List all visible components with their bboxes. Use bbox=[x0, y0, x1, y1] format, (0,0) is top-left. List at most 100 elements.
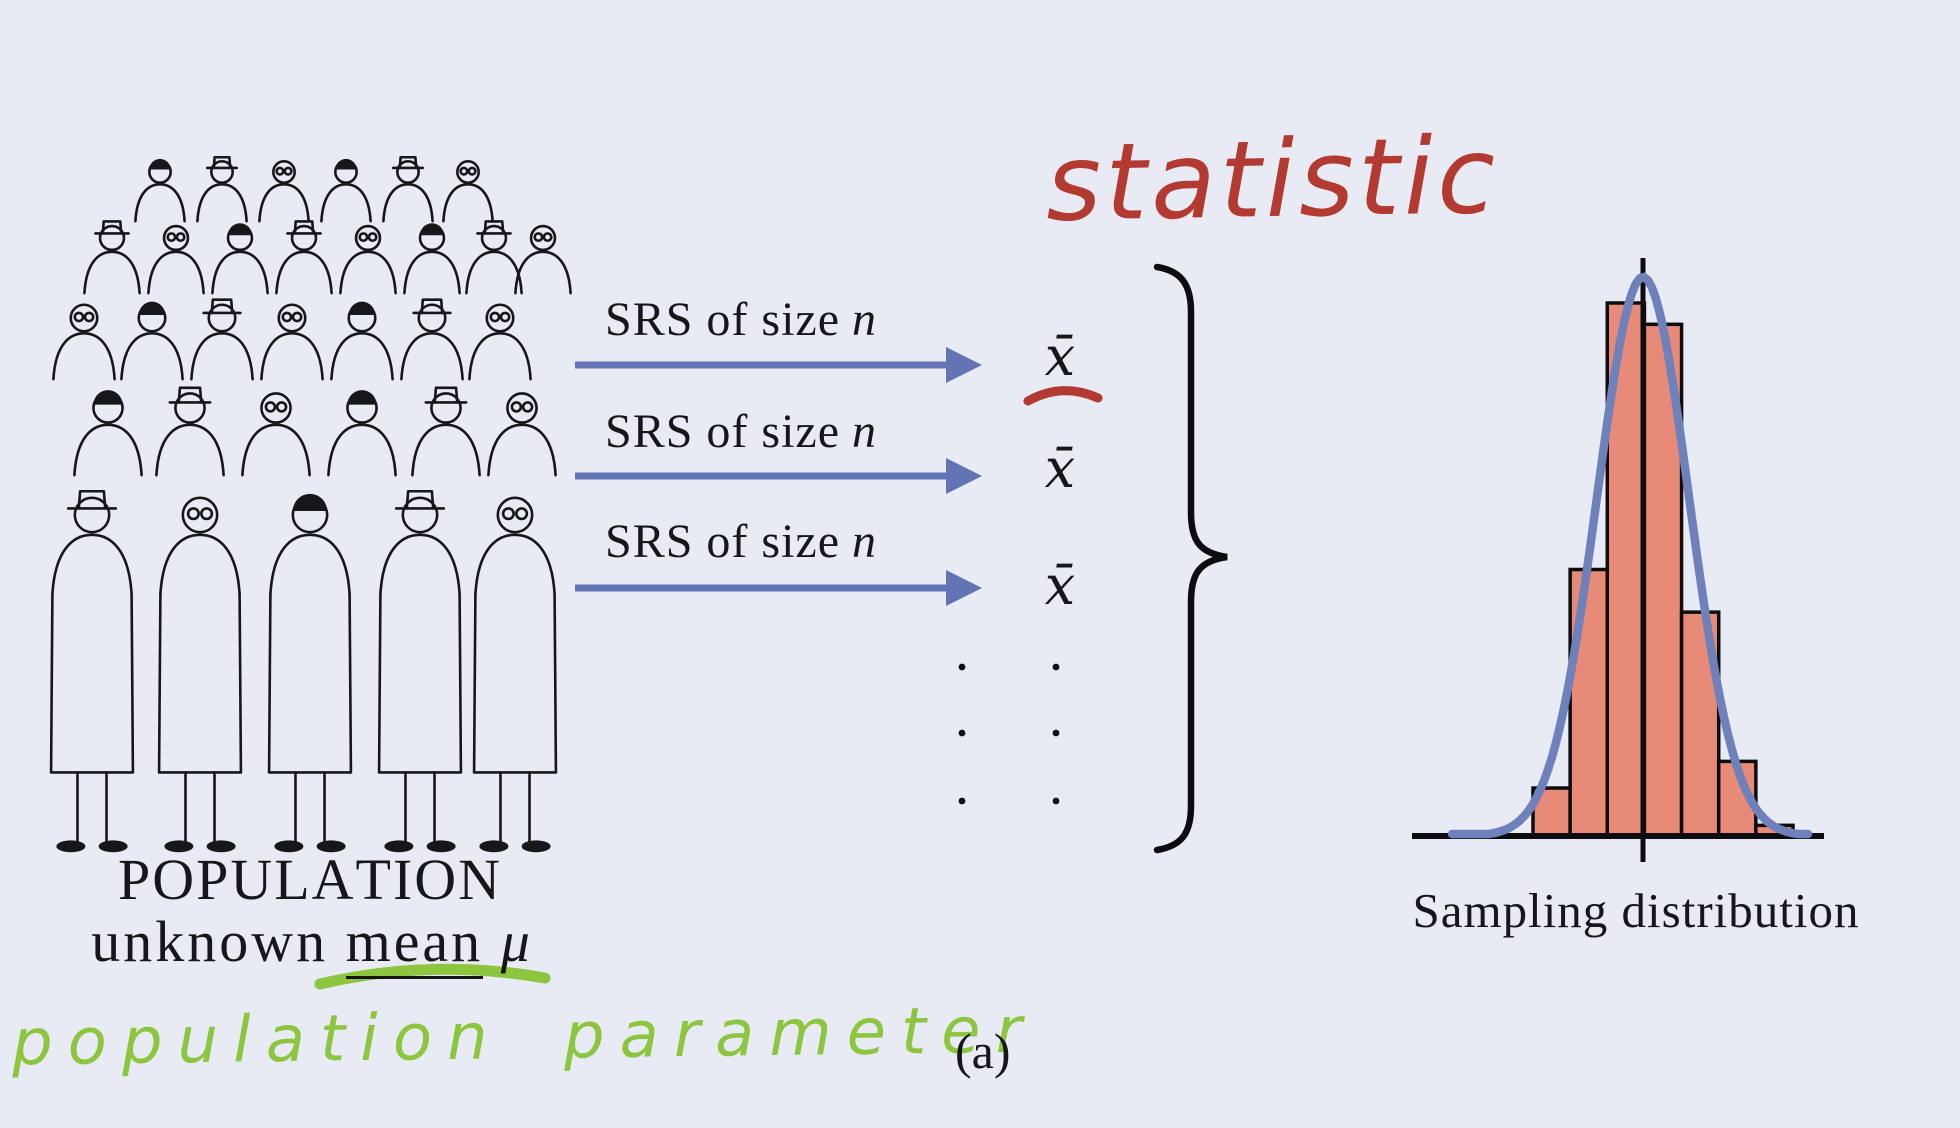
person-shoulders bbox=[120, 332, 184, 381]
person-hair bbox=[420, 223, 444, 236]
person-head bbox=[73, 496, 111, 534]
glasses bbox=[358, 232, 369, 243]
person-legs bbox=[404, 771, 436, 844]
glasses bbox=[515, 507, 529, 521]
glasses bbox=[186, 507, 200, 521]
person-shoulders bbox=[400, 332, 464, 381]
hat-crown bbox=[483, 220, 505, 235]
population-title: POPULATION bbox=[117, 847, 503, 912]
person-head bbox=[69, 303, 99, 333]
sampling-distribution-label: Sampling distribution bbox=[1412, 883, 1860, 938]
person-head bbox=[430, 392, 462, 424]
glasses bbox=[542, 232, 553, 243]
srs-label-3: SRS of size n bbox=[605, 514, 877, 569]
person-shoe bbox=[98, 840, 128, 853]
person-shoe bbox=[521, 840, 551, 853]
person-head bbox=[506, 392, 538, 424]
histogram-bar bbox=[1568, 567, 1610, 838]
person-shoulders bbox=[258, 183, 310, 223]
person-legs bbox=[294, 771, 326, 844]
person-shoulders bbox=[339, 250, 397, 295]
xbar-statistic-1: x̄ bbox=[1044, 325, 1076, 388]
xbar-emphasis-underline bbox=[1023, 386, 1103, 406]
glasses bbox=[521, 401, 534, 413]
hat-crown bbox=[210, 298, 234, 315]
person-head bbox=[396, 160, 420, 184]
person-shoulders bbox=[379, 533, 461, 596]
person-head bbox=[260, 392, 292, 424]
person-head bbox=[480, 224, 508, 252]
hat-crown bbox=[293, 220, 315, 235]
hat-crown bbox=[405, 489, 435, 510]
glasses bbox=[367, 232, 378, 243]
person-shoe bbox=[206, 840, 236, 853]
person-shoulders bbox=[465, 250, 523, 295]
histogram-bars bbox=[1531, 301, 1795, 838]
ellipsis-dot bbox=[1052, 729, 1060, 737]
person-head bbox=[496, 496, 534, 534]
person-shoulders bbox=[211, 250, 269, 295]
person-shoulders bbox=[241, 423, 311, 477]
person-hair bbox=[93, 390, 123, 405]
srs-arrow-1 bbox=[575, 347, 982, 383]
glasses bbox=[73, 311, 85, 323]
srs-label-2-text: SRS of size bbox=[605, 405, 841, 458]
person-shoulders bbox=[147, 250, 205, 295]
srs-label-1-text: SRS of size bbox=[605, 293, 841, 346]
person-hair bbox=[292, 493, 328, 512]
person-shoulders bbox=[73, 423, 143, 477]
person-head bbox=[456, 160, 480, 184]
person-shoulders bbox=[260, 332, 324, 381]
person-hair bbox=[335, 158, 357, 170]
person-shoe bbox=[426, 840, 456, 853]
person-hair bbox=[228, 223, 252, 236]
person-shoulders bbox=[196, 183, 248, 223]
glasses bbox=[501, 507, 515, 521]
person-shoulders bbox=[468, 332, 532, 381]
person-head bbox=[401, 496, 439, 534]
person-torso bbox=[49, 592, 135, 774]
glasses bbox=[499, 311, 511, 323]
xbar-statistic-3: x̄ bbox=[1044, 554, 1076, 617]
ellipsis-dot bbox=[958, 797, 966, 805]
glasses bbox=[283, 166, 293, 176]
mean-emphasis-arc bbox=[314, 963, 551, 990]
person-shoe bbox=[316, 840, 346, 853]
person-head bbox=[272, 160, 296, 184]
srs-n-symbol-1: n bbox=[852, 293, 878, 346]
glasses bbox=[510, 401, 523, 413]
person-legs bbox=[76, 771, 108, 844]
person-head bbox=[290, 224, 318, 252]
person-shoulders bbox=[52, 332, 116, 381]
srs-label-1: SRS of size n bbox=[605, 292, 877, 347]
ellipsis-dot bbox=[1052, 663, 1060, 671]
srs-label-3-text: SRS of size bbox=[605, 515, 841, 568]
mu-symbol: μ bbox=[500, 909, 533, 974]
glasses bbox=[264, 401, 277, 413]
person-shoulders bbox=[269, 533, 351, 596]
arrow-head bbox=[946, 347, 982, 383]
hat-crown bbox=[398, 155, 418, 170]
statistic-annotation: statistic bbox=[1044, 114, 1501, 245]
person-head bbox=[529, 224, 557, 252]
person-shoe bbox=[479, 840, 509, 853]
person-shoulders bbox=[275, 250, 333, 295]
population-subtitle: unknown mean μ bbox=[52, 908, 572, 979]
glasses bbox=[275, 401, 288, 413]
hat-crown bbox=[177, 386, 203, 404]
person-hair bbox=[138, 301, 166, 315]
srs-arrow-2 bbox=[575, 458, 982, 494]
srs-label-2: SRS of size n bbox=[605, 404, 877, 459]
normal-curve bbox=[1447, 272, 1813, 839]
person-shoulders bbox=[411, 423, 481, 477]
srs-arrow-3 bbox=[575, 570, 982, 606]
figure-letter-label: (a) bbox=[955, 1023, 1011, 1079]
person-legs bbox=[184, 771, 216, 844]
person-shoe bbox=[164, 840, 194, 853]
person-hair bbox=[348, 301, 376, 315]
person-torso bbox=[472, 592, 558, 774]
person-shoulders bbox=[442, 183, 494, 223]
glasses bbox=[275, 166, 285, 176]
glasses bbox=[175, 232, 186, 243]
population-crowd-illustration bbox=[49, 155, 572, 853]
